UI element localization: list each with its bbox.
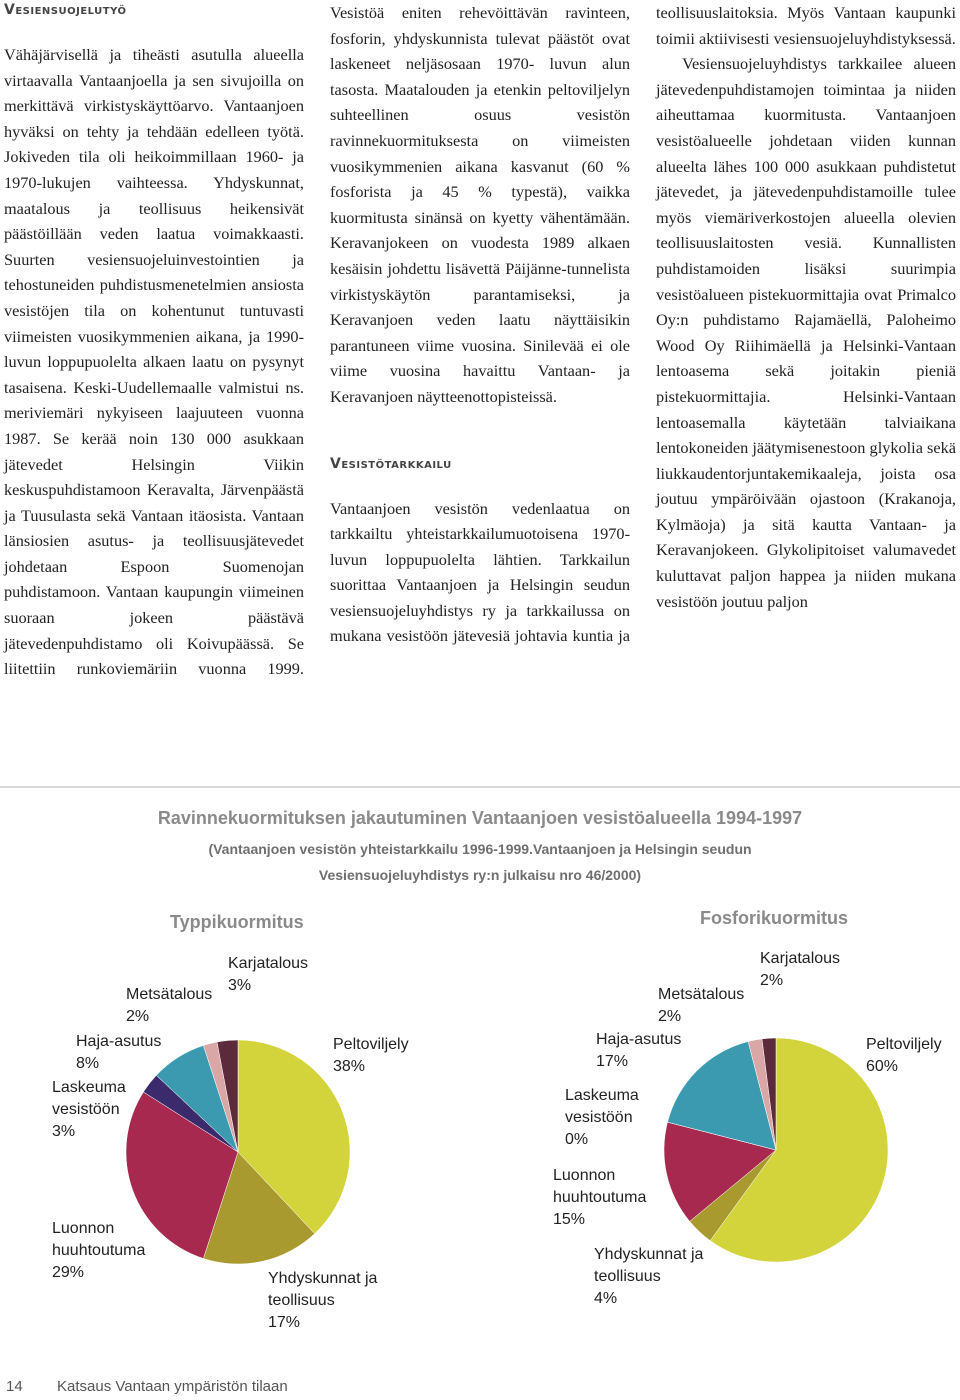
slice-label: Karjatalous 3%	[228, 953, 328, 997]
slice-category: Peltoviljely	[866, 1036, 942, 1053]
slice-label: Peltoviljely 60%	[866, 1034, 960, 1078]
slice-category: Metsätalous	[658, 986, 745, 1003]
slice-category: Haja-asutus	[76, 1033, 162, 1050]
footer: 14 Katsaus Vantaan ympäristön tilaan	[0, 1378, 960, 1400]
slice-label: Yhdyskunnat ja teollisuus 4%	[594, 1244, 704, 1310]
slice-value-label: 8%	[76, 1055, 100, 1072]
slice-label: Peltoviljely 38%	[333, 1034, 433, 1078]
figure-title: Ravinnekuormituksen jakautuminen Vantaan…	[157, 808, 803, 828]
slice-value-label: 2%	[126, 1008, 150, 1025]
slice-category: Laskeuma vesistöön	[565, 1087, 639, 1126]
slice-value-label: 4%	[594, 1290, 618, 1307]
figure-source: (Vantaanjoen vesistön yhteistarkkailu 19…	[208, 841, 752, 883]
pie-slice	[203, 1151, 316, 1265]
slice-value-label: 17%	[596, 1053, 629, 1070]
slice-value-label: 0%	[565, 1131, 589, 1148]
slice-category: Luonnon huuhtoutuma	[52, 1220, 146, 1259]
pie-slice	[237, 1039, 351, 1234]
slice-category: Karjatalous	[760, 950, 841, 967]
slice-value-label: 2%	[658, 1008, 682, 1025]
slice-label: Luonnon huuhtoutuma 15%	[553, 1165, 663, 1231]
pie-slice	[667, 1041, 777, 1151]
slice-value-label: 3%	[228, 977, 252, 994]
slice-label: Luonnon huuhtoutuma 29%	[52, 1218, 162, 1284]
pie-slice	[761, 1037, 777, 1151]
slice-label: Metsätalous 2%	[126, 984, 226, 1028]
slice-label: Haja-asutus 8%	[76, 1031, 176, 1075]
paragraph: Vähäjärvisellä ja tiheästi asutulla alue…	[4, 3, 630, 679]
pie-slice	[216, 1039, 239, 1153]
page-number: 14	[6, 1378, 23, 1395]
slice-label: Haja-asutus 17%	[596, 1029, 696, 1073]
pie-slice	[663, 1121, 777, 1222]
slice-value-label: 2%	[760, 972, 784, 989]
slice-category: Luonnon huuhtoutuma	[553, 1167, 647, 1206]
slice-category: Haja-asutus	[596, 1031, 682, 1048]
paragraph: Vesiensuojeluyhdistys tarkkailee alueen …	[656, 54, 956, 611]
slice-category: Yhdyskunnat ja teollisuus	[268, 1270, 378, 1309]
slice-label: Yhdyskunnat ja teollisuus 17%	[268, 1268, 378, 1334]
figure: Ravinnekuormituksen jakautuminen Vantaan…	[0, 786, 960, 1378]
slice-label: Laskeuma vesistöön 3%	[52, 1077, 142, 1143]
slice-label: Karjatalous 2%	[760, 948, 860, 992]
slice-value-label: 60%	[866, 1058, 899, 1075]
pie-title: Fosforikuormitus	[700, 908, 849, 928]
slice-value-label: 15%	[553, 1211, 586, 1228]
slice-category: Laskeuma vesistöön	[52, 1079, 126, 1118]
article-text: Vesiensuojelutyö Vähäjärvisellä ja tiheäs…	[4, 0, 956, 692]
section-heading: Vesistötarkkailu	[330, 455, 452, 472]
section-heading: Vesiensuojelutyö	[4, 2, 127, 18]
slice-label: Metsätalous 2%	[658, 984, 758, 1028]
slice-value-label: 3%	[52, 1123, 76, 1140]
slice-value-label: 17%	[268, 1314, 301, 1331]
slice-category: Metsätalous	[126, 986, 213, 1003]
pie-slice	[709, 1037, 889, 1263]
slice-category: Karjatalous	[228, 955, 309, 972]
publication-title: Katsaus Vantaan ympäristön tilaan	[57, 1378, 288, 1395]
slice-value-label: 38%	[333, 1058, 366, 1075]
slice-value-label: 29%	[52, 1264, 85, 1281]
pie-title: Typpikuormitus	[170, 912, 304, 932]
slice-category: Peltoviljely	[333, 1036, 409, 1053]
slice-label: Laskeuma vesistöön 0%	[565, 1085, 655, 1151]
paragraph: Vantaanjoen vesistön vedenlaatua on tark…	[330, 3, 956, 646]
pie-slice	[125, 1091, 239, 1259]
slice-category: Yhdyskunnat ja teollisuus	[594, 1246, 704, 1285]
